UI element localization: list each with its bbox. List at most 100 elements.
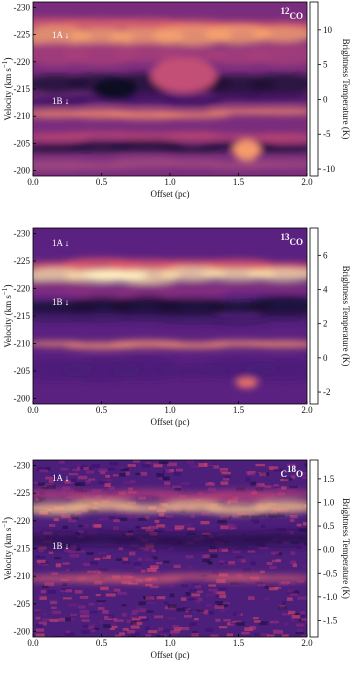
image-texture	[230, 622, 239, 625]
image-texture	[266, 562, 273, 566]
image-texture	[83, 562, 91, 567]
image-texture	[213, 465, 220, 469]
image-texture	[110, 622, 117, 626]
image-texture	[207, 462, 215, 466]
image-texture	[190, 514, 195, 519]
image-texture	[257, 584, 267, 587]
image-texture	[38, 546, 47, 550]
image-feature	[248, 72, 307, 95]
image-texture	[78, 605, 86, 609]
image-texture	[121, 561, 131, 564]
image-feature	[205, 573, 272, 583]
y-axis-label-sup: −1	[1, 60, 9, 68]
image-texture	[286, 463, 297, 467]
image-texture	[62, 525, 69, 529]
image-texture	[103, 478, 114, 482]
image-texture	[250, 481, 257, 486]
image-texture	[130, 620, 137, 625]
image-texture	[176, 607, 185, 612]
image-texture	[255, 580, 263, 585]
image-texture	[219, 562, 229, 565]
y-tick-label: -225	[14, 256, 31, 266]
image-texture	[205, 603, 213, 607]
image-texture	[59, 460, 65, 464]
image-texture	[219, 608, 226, 613]
image-texture	[191, 593, 201, 597]
image-texture	[213, 591, 218, 594]
image-texture	[172, 485, 182, 488]
y-axis-label-end: )	[3, 57, 14, 60]
image-texture	[182, 482, 190, 485]
image-texture	[146, 610, 154, 613]
image-texture	[37, 594, 43, 598]
image-texture	[65, 499, 72, 503]
colorbar-tick-label: 1.0	[323, 497, 335, 507]
image-texture	[45, 467, 51, 471]
image-texture	[169, 593, 175, 598]
image-texture	[40, 590, 48, 594]
image-texture	[62, 562, 70, 565]
image-texture	[273, 630, 284, 634]
image-texture	[78, 524, 85, 528]
image-texture	[258, 546, 269, 550]
image-texture	[276, 528, 287, 532]
image-texture	[201, 512, 210, 516]
image-texture	[122, 480, 132, 485]
image-texture	[33, 481, 38, 484]
image-texture	[97, 601, 104, 606]
image-texture	[116, 558, 126, 561]
colorbar-tick-label: 5	[323, 60, 328, 70]
colorbar-tick-label: 10	[323, 25, 333, 35]
image-texture	[91, 627, 100, 631]
molecule-label-sup: 18	[287, 464, 297, 474]
image-texture	[73, 488, 83, 493]
image-texture	[230, 548, 235, 552]
image-texture	[216, 591, 226, 595]
image-texture	[83, 466, 89, 471]
image-texture	[62, 582, 68, 587]
image-texture	[88, 478, 96, 481]
image-texture	[221, 548, 229, 552]
image-feature	[155, 297, 231, 317]
image-texture	[45, 476, 53, 480]
image-texture	[88, 626, 95, 630]
image-texture	[74, 589, 83, 594]
image-texture	[150, 585, 159, 589]
image-texture	[208, 584, 216, 587]
image-texture	[144, 626, 150, 631]
image-texture	[261, 524, 266, 528]
x-tick-label: 0.5	[96, 638, 108, 648]
image-texture	[250, 518, 260, 522]
image-texture	[219, 560, 225, 564]
image-texture	[282, 634, 289, 637]
image-texture	[89, 611, 98, 614]
colorbar-tick-label: -10	[323, 164, 335, 174]
image-texture	[301, 618, 307, 621]
image-texture	[269, 466, 279, 470]
image-texture	[289, 593, 298, 596]
image-texture	[249, 473, 258, 477]
image-texture	[132, 621, 143, 625]
image-texture	[273, 484, 279, 487]
image-texture	[156, 524, 166, 528]
image-texture	[66, 617, 76, 621]
image-texture	[156, 635, 165, 637]
x-tick-label: 1.5	[233, 405, 245, 415]
image-texture	[220, 525, 229, 530]
image-texture	[137, 557, 143, 561]
colorbar-tick-label: 0	[323, 353, 328, 363]
image-texture	[82, 524, 89, 528]
annotation: 1B ↓	[52, 297, 69, 307]
image-texture	[164, 484, 171, 489]
x-tick-label: 2.0	[301, 177, 313, 187]
image-texture	[301, 634, 307, 637]
image-texture	[125, 511, 132, 516]
image-texture	[185, 591, 191, 596]
image-texture	[300, 544, 306, 548]
y-tick-label: -225	[14, 488, 31, 498]
image-texture	[189, 622, 197, 626]
image-texture	[95, 570, 101, 574]
x-axis-label: Offset (pc)	[150, 417, 189, 427]
image-texture	[250, 561, 256, 566]
image-texture	[130, 625, 140, 629]
